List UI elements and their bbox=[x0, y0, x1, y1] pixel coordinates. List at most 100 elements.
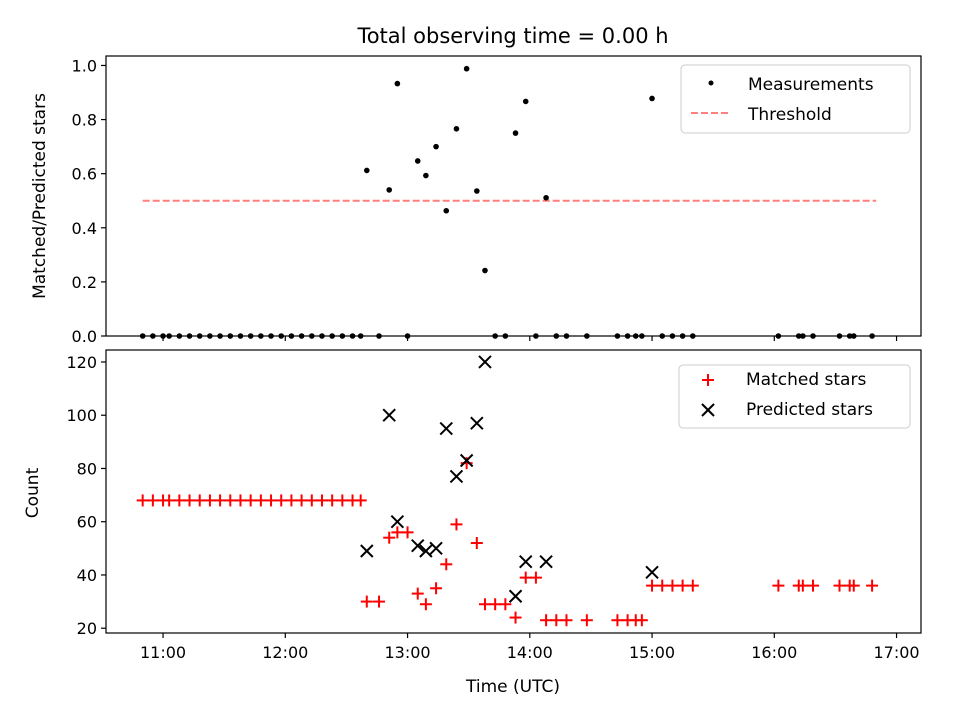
matched-star-point bbox=[580, 614, 593, 627]
measurement-point bbox=[394, 80, 401, 87]
threshold-legend-label: Threshold bbox=[747, 105, 832, 125]
bottom-y-axis-label: Count bbox=[23, 467, 43, 518]
predicted-star-stroke bbox=[519, 554, 533, 569]
matched-star-point bbox=[866, 579, 879, 592]
measurement-point bbox=[364, 167, 370, 174]
bottom-x-tick-label: 16:00 bbox=[751, 643, 797, 662]
bottom-data-marks bbox=[136, 355, 879, 627]
bottom-panel: 20 40 60 80 100 120 11:00 12:00 13:00 14:00 15:00… bbox=[23, 349, 922, 697]
predicted-star-stroke bbox=[470, 416, 484, 430]
measurement-point bbox=[482, 267, 488, 274]
predicted-star-stroke bbox=[478, 355, 492, 369]
predicted-star-point bbox=[439, 421, 453, 436]
predicted-star-point bbox=[382, 408, 396, 422]
matched-star-point bbox=[315, 494, 328, 507]
predicted-star-point bbox=[519, 554, 533, 569]
predicted-star-stroke bbox=[508, 589, 523, 603]
bottom-y-tick-label: 40 bbox=[77, 566, 97, 585]
matched-star-point bbox=[373, 595, 386, 608]
matched-star-point bbox=[173, 494, 186, 507]
top-panel: 0.0 0.2 0.4 0.6 0.8 1.0 Matched/Predicted sta… bbox=[30, 55, 922, 346]
predicted-star-stroke bbox=[419, 544, 433, 558]
matched-star-point bbox=[254, 494, 267, 507]
measurement-point bbox=[543, 194, 549, 201]
matched-star-point bbox=[336, 494, 349, 507]
measurement-point bbox=[443, 207, 450, 214]
top-y-tick-label: 0.0 bbox=[72, 327, 97, 346]
matched-star-point bbox=[635, 614, 648, 627]
top-y-tick-label: 0.2 bbox=[72, 273, 97, 292]
matched-star-point bbox=[646, 579, 659, 592]
matched-star-point bbox=[203, 494, 216, 507]
bottom-x-tick-label: 17:00 bbox=[873, 643, 919, 662]
measurement-point bbox=[522, 98, 529, 105]
predicted-star-point bbox=[508, 589, 523, 603]
matched-star-point bbox=[285, 494, 298, 507]
matched-star-point bbox=[440, 558, 453, 571]
measurements-legend-marker bbox=[708, 80, 714, 86]
matched-star-point bbox=[146, 494, 159, 507]
measurement-point bbox=[649, 95, 655, 102]
top-y-ticks: 0.0 0.2 0.4 0.6 0.8 1.0 bbox=[72, 56, 106, 346]
matched-star-point bbox=[656, 579, 669, 592]
matched-star-point bbox=[360, 595, 373, 608]
matched-star-point bbox=[540, 614, 553, 627]
chart-title: Total observing time = 0.00 h bbox=[356, 24, 668, 48]
matched-star-point bbox=[772, 579, 785, 592]
matched-star-point bbox=[411, 587, 424, 600]
bottom-x-tick-label: 15:00 bbox=[629, 643, 675, 662]
bottom-y-tick-label: 60 bbox=[77, 513, 97, 532]
matched-star-point bbox=[519, 571, 532, 584]
matched-star-point bbox=[686, 579, 699, 592]
predicted-star-point bbox=[539, 554, 553, 569]
matched-star-point bbox=[499, 598, 512, 611]
predicted-star-point bbox=[449, 469, 464, 484]
top-legend-box bbox=[680, 64, 911, 134]
matched-star-point bbox=[391, 526, 404, 539]
predicted-star-stroke bbox=[390, 515, 405, 529]
predicted-star-stroke bbox=[459, 453, 474, 468]
matched-star-point bbox=[383, 531, 396, 544]
predicted-star-stroke bbox=[539, 554, 553, 569]
matched-star-point bbox=[224, 494, 237, 507]
matched-star-point bbox=[354, 494, 367, 507]
matched-star-point bbox=[326, 494, 339, 507]
matched-star-point bbox=[275, 494, 288, 507]
predicted-star-point bbox=[411, 538, 425, 553]
predicted-star-stroke bbox=[360, 544, 374, 558]
matched-star-point bbox=[214, 494, 227, 507]
bottom-y-tick-label: 120 bbox=[66, 353, 97, 372]
bottom-y-tick-label: 20 bbox=[77, 619, 97, 638]
measurements-legend-label: Measurements bbox=[748, 75, 874, 95]
predicted-star-point bbox=[645, 565, 659, 580]
top-legend: Measurements Threshold bbox=[680, 64, 911, 134]
matched-star-point bbox=[305, 494, 318, 507]
predicted-legend-label: Predicted stars bbox=[746, 400, 873, 420]
matched-star-point bbox=[478, 598, 491, 611]
bottom-x-tick-label: 13:00 bbox=[384, 643, 430, 662]
matched-star-point bbox=[450, 518, 463, 531]
x-axis-label: Time (UTC) bbox=[465, 677, 560, 697]
predicted-star-stroke bbox=[429, 541, 443, 556]
top-axes-frame bbox=[105, 55, 922, 337]
top-y-tick-label: 0.8 bbox=[72, 111, 97, 130]
bottom-y-tick-label: 80 bbox=[77, 459, 97, 478]
top-y-tick-label: 1.0 bbox=[72, 56, 97, 75]
measurement-point bbox=[433, 143, 439, 150]
bottom-x-ticks: 11:00 12:00 13:00 14:00 15:00 16:00 17:00 bbox=[140, 633, 920, 662]
predicted-star-stroke bbox=[411, 538, 425, 553]
matched-star-point bbox=[419, 598, 432, 611]
top-y-tick-label: 0.4 bbox=[72, 219, 97, 238]
matched-star-point bbox=[401, 526, 414, 539]
matched-star-point bbox=[833, 579, 846, 592]
bottom-legend: Matched stars Predicted stars bbox=[678, 364, 911, 429]
matched-star-point bbox=[796, 579, 809, 592]
matched-star-point bbox=[807, 579, 820, 592]
matched-star-point bbox=[265, 494, 278, 507]
matched-star-point bbox=[234, 494, 247, 507]
predicted-star-stroke bbox=[645, 565, 659, 580]
measurement-point bbox=[386, 187, 393, 193]
bottom-x-tick-label: 14:00 bbox=[507, 643, 553, 662]
matched-legend-marker bbox=[702, 374, 714, 386]
predicted-star-point bbox=[360, 544, 374, 558]
